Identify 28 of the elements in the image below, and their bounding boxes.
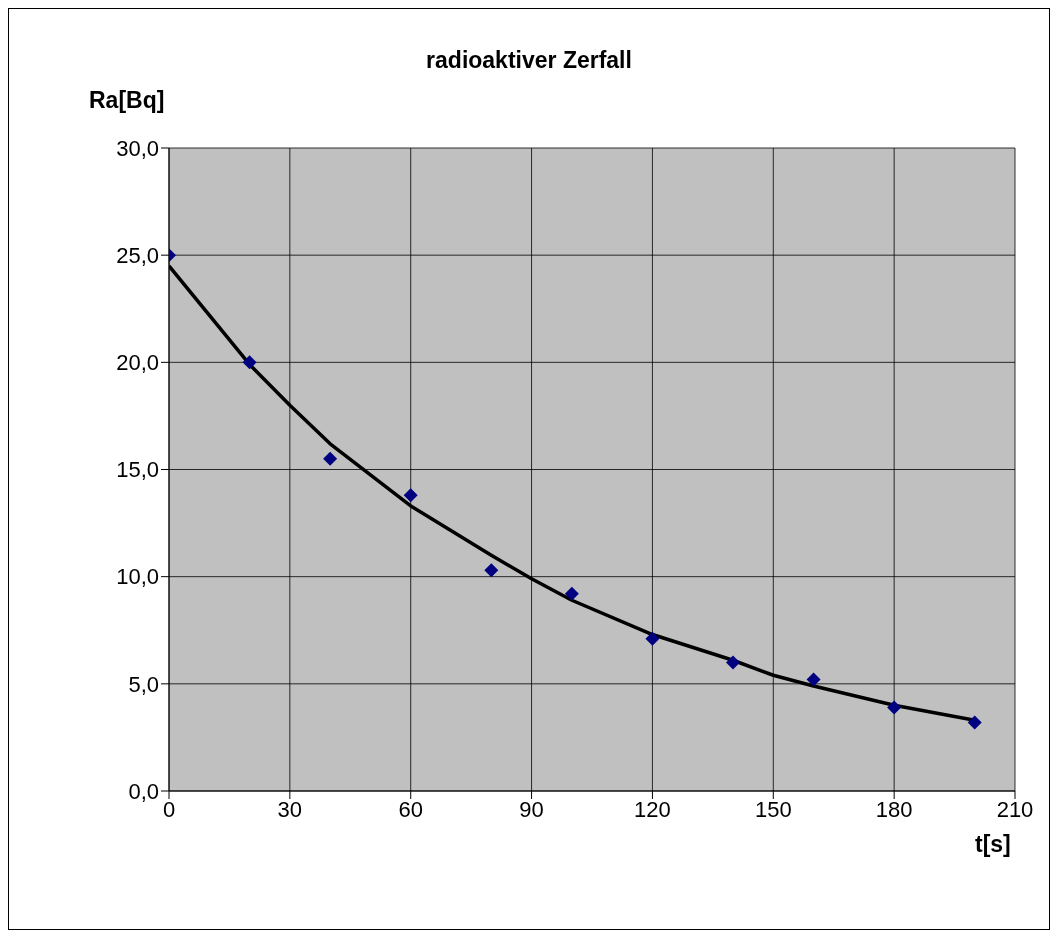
x-tick-label: 30 — [277, 796, 303, 822]
x-tick-label: 0 — [162, 796, 176, 822]
x-axis-title: t[s] — [975, 831, 1011, 858]
point — [242, 355, 257, 370]
point — [403, 488, 418, 503]
point — [726, 655, 740, 670]
chart-title: radioaktiver Zerfall — [425, 47, 633, 74]
y-tick-label: 25,0 — [116, 242, 159, 268]
x-tick-label: 120 — [634, 796, 671, 822]
point — [967, 715, 982, 730]
x-tick-label: 210 — [996, 796, 1034, 822]
point — [484, 563, 499, 578]
x-tick-label: 180 — [875, 796, 913, 822]
y-axis-title: Ra[Bq] — [89, 87, 165, 114]
y-tick-label: 30,0 — [116, 135, 159, 161]
y-tick-label: 0,0 — [128, 778, 159, 804]
point — [323, 451, 338, 466]
point — [564, 586, 579, 601]
point — [887, 700, 902, 715]
y-tick-label: 10,0 — [116, 564, 159, 590]
point — [806, 672, 821, 687]
x-tick-label: 60 — [398, 796, 423, 822]
x-tick-label: 90 — [519, 796, 544, 822]
x-tick-label: 150 — [754, 796, 792, 822]
y-tick-label: 15,0 — [116, 457, 159, 483]
y-tick-label: 20,0 — [116, 350, 159, 376]
point — [645, 631, 660, 646]
y-tick-label: 5,0 — [128, 671, 159, 697]
